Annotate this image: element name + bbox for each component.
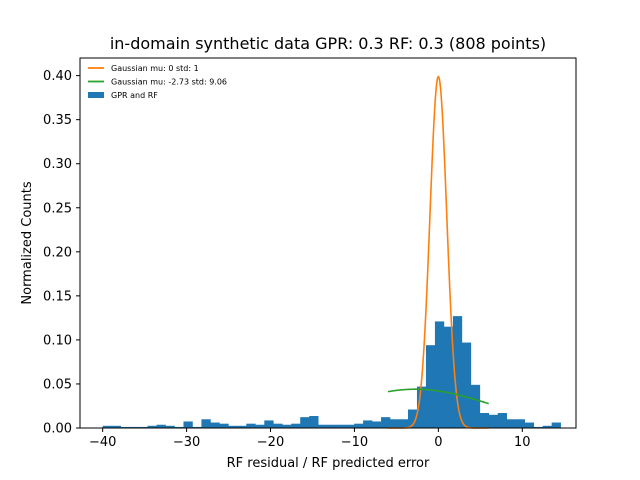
histogram-bar — [309, 416, 319, 428]
histogram-bar — [407, 409, 418, 428]
histogram-bar — [461, 342, 472, 428]
histogram-bar — [273, 423, 283, 428]
histogram-bar — [246, 423, 256, 428]
histogram-bar — [129, 426, 139, 428]
histogram-bar — [533, 426, 543, 428]
histogram-bar — [524, 422, 534, 428]
histogram-bar — [354, 423, 364, 428]
histogram-bars — [102, 316, 561, 428]
y-tick-label: 0.05 — [43, 377, 72, 392]
histogram-bar — [201, 419, 211, 428]
histogram-bar — [138, 426, 148, 428]
legend-label: GPR and RF — [111, 91, 158, 100]
histogram-bar — [237, 425, 247, 428]
histogram-bar — [425, 345, 436, 428]
legend-label: Gaussian mu: 0 std: 1 — [111, 64, 199, 73]
x-tick-label: −20 — [257, 435, 284, 450]
y-axis-ticks: 0.00 0.05 0.10 0.15 0.20 0.25 0.30 0.35 0.40 — [43, 69, 80, 437]
histogram-bar — [264, 420, 274, 428]
y-axis-label: Normalized Counts — [20, 181, 35, 304]
y-tick-label: 0.15 — [43, 289, 72, 304]
histogram-bar — [219, 423, 229, 428]
histogram-bar — [102, 425, 112, 428]
x-axis-label: RF residual / RF predicted error — [227, 456, 430, 471]
histogram-bar — [381, 417, 391, 428]
histogram-bar — [147, 425, 157, 428]
legend-patch-swatch — [88, 92, 104, 98]
histogram-bar — [363, 420, 373, 428]
x-tick-label: −30 — [173, 435, 200, 450]
histogram-bar — [156, 424, 166, 428]
histogram-bar — [291, 423, 301, 428]
histogram-bar — [479, 413, 490, 428]
histogram-bar — [345, 424, 355, 428]
y-tick-label: 0.10 — [43, 333, 72, 348]
chart-title: in-domain synthetic data GPR: 0.3 RF: 0.… — [110, 34, 546, 53]
histogram-bar — [174, 426, 184, 428]
histogram-bar — [318, 424, 328, 428]
legend: Gaussian mu: 0 std: 1 Gaussian mu: -2.73 … — [88, 64, 227, 100]
histogram-bar — [542, 425, 552, 428]
histogram-bar — [282, 424, 292, 428]
histogram-bar — [228, 425, 238, 428]
histogram-bar — [300, 417, 310, 428]
histogram-bar — [336, 424, 346, 428]
histogram-bar — [111, 425, 121, 428]
histogram-bar — [443, 326, 454, 428]
legend-label: Gaussian mu: -2.73 std: 9.06 — [111, 78, 227, 87]
y-tick-label: 0.20 — [43, 245, 72, 260]
histogram-bar — [399, 419, 409, 428]
x-tick-label: 10 — [514, 435, 531, 450]
histogram-bar — [434, 321, 445, 428]
histogram-bar — [183, 421, 193, 428]
y-tick-label: 0.40 — [43, 69, 72, 84]
y-tick-label: 0.25 — [43, 201, 72, 216]
y-tick-label: 0.35 — [43, 113, 72, 128]
x-tick-label: 0 — [434, 435, 442, 450]
x-tick-label: −10 — [341, 435, 368, 450]
histogram-bar — [551, 422, 561, 428]
histogram-bar — [372, 421, 382, 428]
x-axis-ticks: −40 −30 −20 −10 0 10 — [89, 428, 531, 450]
histogram-bar — [192, 426, 202, 428]
plot-frame — [79, 57, 577, 429]
histogram-bar — [416, 386, 427, 428]
y-tick-label: 0.30 — [43, 157, 72, 172]
histogram-bar — [255, 424, 265, 428]
histogram-bar — [210, 422, 220, 428]
histogram-bar — [165, 425, 175, 428]
y-tick-label: 0.00 — [43, 422, 72, 437]
histogram-bar — [452, 316, 463, 428]
histogram-bar — [515, 419, 526, 428]
histogram-bar — [506, 419, 517, 428]
gaussian-curve — [387, 388, 489, 405]
histogram-bar — [488, 414, 499, 428]
histogram-bar — [120, 426, 130, 428]
x-tick-label: −40 — [89, 435, 116, 450]
histogram-bar — [390, 419, 400, 428]
histogram-bar — [497, 413, 508, 428]
histogram-bar — [327, 424, 337, 428]
histogram-bar — [470, 384, 481, 428]
